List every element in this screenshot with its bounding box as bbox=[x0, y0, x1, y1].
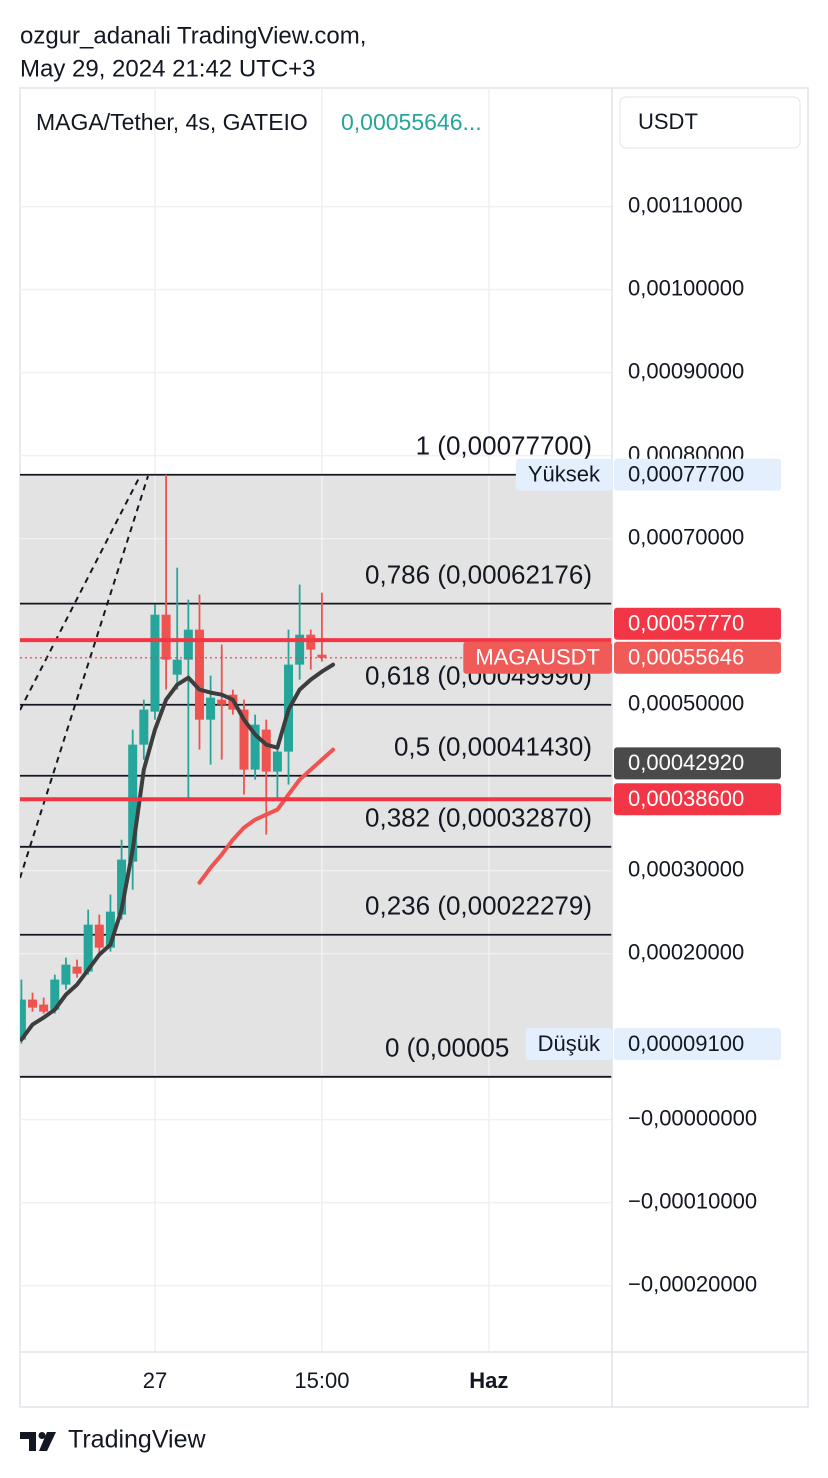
candle-body bbox=[317, 654, 327, 658]
y-tick-label: 0,00110000 bbox=[628, 192, 743, 217]
fib-label: 0,786 (0,00062176) bbox=[365, 559, 592, 589]
candle-body bbox=[217, 699, 227, 705]
price-tag bbox=[614, 641, 781, 674]
candle-body bbox=[295, 634, 305, 665]
candle-body bbox=[250, 724, 260, 770]
name-tag-label: MAGAUSDT bbox=[475, 645, 600, 670]
price-tag bbox=[614, 783, 781, 816]
candle-body bbox=[94, 924, 104, 948]
tv-logo bbox=[20, 1432, 56, 1451]
candle-body bbox=[61, 964, 71, 985]
price-tag bbox=[614, 747, 781, 780]
fib-label: 0,236 (0,00022279) bbox=[365, 891, 592, 921]
brand: TradingView bbox=[68, 1426, 207, 1454]
price-tag-label: 0,00038600 bbox=[628, 786, 744, 811]
candle-body bbox=[50, 979, 60, 1010]
name-tag-label: Yüksek bbox=[528, 462, 601, 487]
candle-body bbox=[39, 1004, 49, 1012]
candle-body bbox=[206, 697, 216, 720]
candle-body bbox=[105, 911, 115, 948]
author: ozgur_adanali TradingView.com, bbox=[20, 22, 366, 49]
candle-body bbox=[20, 999, 26, 1040]
y-tick-label: 0,00050000 bbox=[628, 690, 744, 715]
candle-body bbox=[183, 629, 193, 660]
price-tag bbox=[614, 1028, 781, 1061]
y-tick-label: 0,00070000 bbox=[628, 524, 744, 549]
candle-body bbox=[128, 744, 138, 862]
fib-label: 0 (0,00005 bbox=[385, 1033, 509, 1063]
candle-body bbox=[194, 629, 204, 720]
candle-body bbox=[172, 659, 182, 675]
candle-body bbox=[139, 709, 149, 745]
name-tag-label: Düşük bbox=[538, 1031, 601, 1056]
timestamp: May 29, 2024 21:42 UTC+3 bbox=[20, 55, 316, 82]
y-tick-label: −0,00000000 bbox=[628, 1105, 757, 1130]
chart-title: MAGA/Tether, 4s, GATEIO bbox=[36, 109, 308, 135]
price-tag-label: 0,00055646 bbox=[628, 645, 744, 670]
candle-body bbox=[261, 729, 271, 772]
y-tick-label: −0,00010000 bbox=[628, 1188, 757, 1213]
price-tag bbox=[614, 607, 781, 640]
y-tick-label: 0,00100000 bbox=[628, 275, 744, 300]
price-tag-label: 0,00057770 bbox=[628, 611, 744, 636]
candle-body bbox=[161, 614, 171, 660]
fib-label: 0,5 (0,00041430) bbox=[394, 732, 592, 762]
candle-body bbox=[83, 924, 93, 972]
currency: USDT bbox=[638, 109, 698, 134]
x-tick-label: 15:00 bbox=[294, 1368, 349, 1393]
price-tag bbox=[614, 458, 781, 491]
y-tick-label: −0,00020000 bbox=[628, 1271, 757, 1296]
plot-area: 1 (0,00077700)0,786 (0,00062176)0,618 (0… bbox=[20, 88, 612, 1352]
y-tick-label: 0,00020000 bbox=[628, 939, 744, 964]
candle-body bbox=[28, 999, 38, 1008]
trend-line bbox=[20, 475, 149, 879]
last-price: 0,00055646... bbox=[341, 109, 482, 135]
name-tag bbox=[463, 641, 612, 674]
candle-body bbox=[117, 859, 127, 915]
price-tag-label: 0,00077700 bbox=[628, 462, 744, 487]
currency-box[interactable] bbox=[619, 96, 801, 149]
price-tag-label: 0,00042920 bbox=[628, 750, 744, 775]
candle-body bbox=[150, 614, 160, 712]
y-tick-label: 0,00090000 bbox=[628, 358, 744, 383]
candle-body bbox=[272, 751, 282, 772]
y-tick-label: 0,00030000 bbox=[628, 856, 744, 881]
candle-body bbox=[239, 709, 249, 770]
fib-label: 1 (0,00077700) bbox=[416, 431, 592, 461]
candle-body bbox=[72, 966, 82, 974]
price-tag-label: 0,00009100 bbox=[628, 1031, 744, 1056]
fib-label: 0,382 (0,00032870) bbox=[365, 803, 592, 833]
ma-line bbox=[197, 747, 336, 885]
ma-line bbox=[20, 662, 336, 1042]
name-tag bbox=[525, 1028, 612, 1061]
plot-layer bbox=[20, 88, 612, 1352]
x-tick-label: 27 bbox=[143, 1368, 167, 1393]
x-tick-label: Haz bbox=[469, 1368, 508, 1393]
name-tag bbox=[515, 458, 612, 491]
